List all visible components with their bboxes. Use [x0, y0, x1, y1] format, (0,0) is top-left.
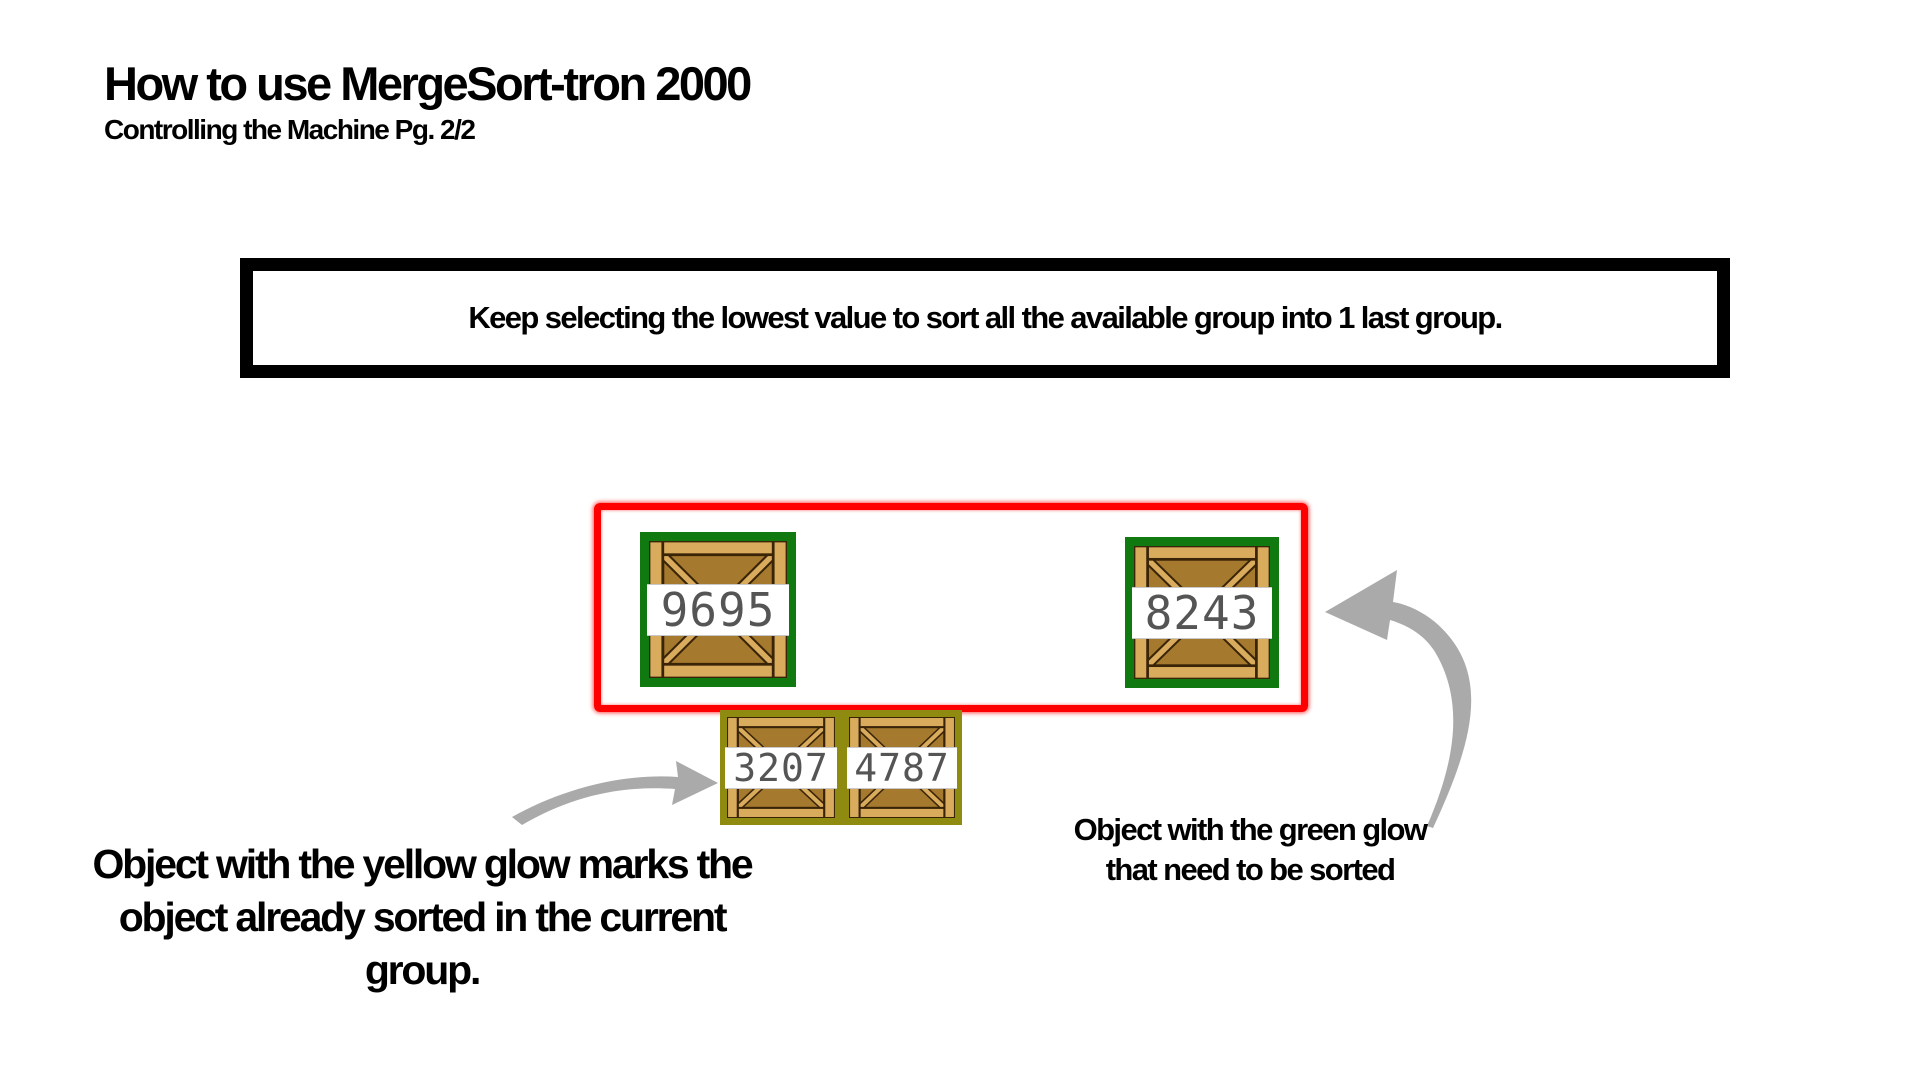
page-subtitle: Controlling the Machine Pg. 2/2 — [104, 114, 476, 145]
instruction-text: Keep selecting the lowest value to sort … — [468, 300, 1503, 335]
crate-value: 9695 — [647, 583, 789, 636]
green-glow-caption: Object with the green glow that need to … — [1073, 812, 1428, 887]
crate-icon: 3207 — [725, 717, 837, 818]
crate-icon: 8243 — [1132, 546, 1272, 679]
yellow-crate-4787[interactable]: 4787 — [842, 710, 962, 825]
instruction-box: Keep selecting the lowest value to sort … — [240, 258, 1730, 378]
arrow-to-yellow-crates-icon — [512, 761, 718, 825]
yellow-crate-3207[interactable]: 3207 — [720, 710, 842, 825]
crate-value: 3207 — [725, 746, 837, 789]
green-crate-8243[interactable]: 8243 — [1125, 537, 1279, 688]
arrow-to-green-crate-icon — [1325, 570, 1472, 828]
crate-value: 4787 — [847, 746, 957, 789]
crate-value: 8243 — [1132, 586, 1272, 639]
crate-icon: 9695 — [647, 541, 789, 678]
green-crate-9695[interactable]: 9695 — [640, 532, 796, 687]
current-group-outline — [594, 503, 1308, 712]
crate-icon: 4787 — [847, 717, 957, 818]
page-title: How to use MergeSort-tron 2000 — [104, 57, 752, 110]
yellow-glow-caption: Object with the yellow glow marks the ob… — [92, 841, 753, 993]
